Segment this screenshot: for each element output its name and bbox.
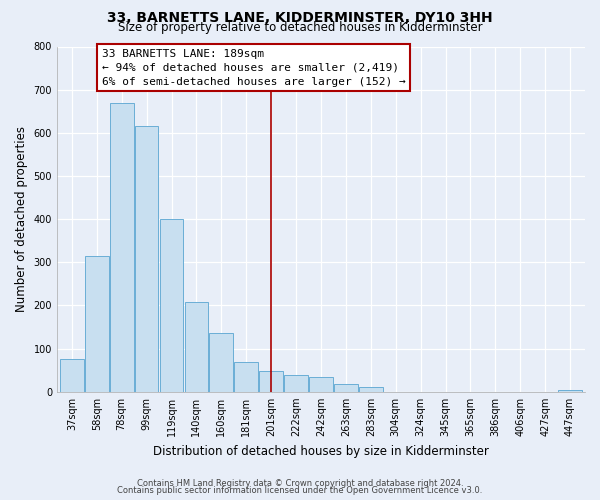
Bar: [334, 384, 358, 392]
Bar: [60, 360, 83, 392]
Bar: [160, 219, 184, 392]
Bar: [259, 371, 283, 392]
Text: 33, BARNETTS LANE, KIDDERMINSTER, DY10 3HH: 33, BARNETTS LANE, KIDDERMINSTER, DY10 3…: [107, 11, 493, 25]
Bar: [359, 386, 383, 392]
Text: Size of property relative to detached houses in Kidderminster: Size of property relative to detached ho…: [118, 22, 482, 35]
X-axis label: Distribution of detached houses by size in Kidderminster: Distribution of detached houses by size …: [153, 444, 489, 458]
Bar: [209, 332, 233, 392]
Bar: [309, 376, 333, 392]
Bar: [185, 302, 208, 392]
Text: Contains HM Land Registry data © Crown copyright and database right 2024.: Contains HM Land Registry data © Crown c…: [137, 478, 463, 488]
Bar: [235, 362, 258, 392]
Text: 33 BARNETTS LANE: 189sqm
← 94% of detached houses are smaller (2,419)
6% of semi: 33 BARNETTS LANE: 189sqm ← 94% of detach…: [102, 48, 406, 86]
Bar: [558, 390, 582, 392]
Y-axis label: Number of detached properties: Number of detached properties: [15, 126, 28, 312]
Bar: [135, 126, 158, 392]
Text: Contains public sector information licensed under the Open Government Licence v3: Contains public sector information licen…: [118, 486, 482, 495]
Bar: [85, 256, 109, 392]
Bar: [284, 374, 308, 392]
Bar: [110, 104, 134, 392]
